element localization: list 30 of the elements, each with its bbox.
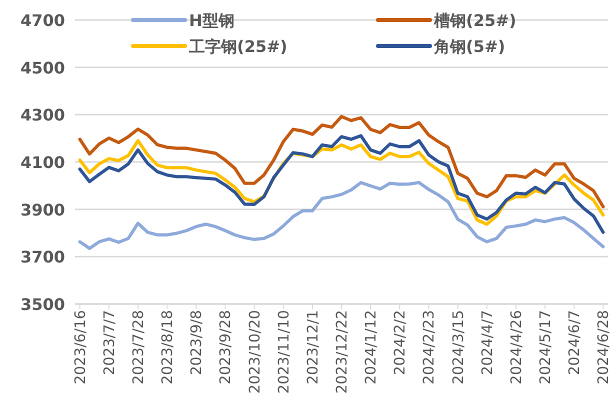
legend-label: 角钢(5#) (433, 37, 506, 56)
x-tick-label: 2023/8/18 (160, 310, 176, 384)
y-tick-label: 3700 (20, 248, 65, 267)
x-tick-label: 2024/6/7 (567, 310, 584, 376)
x-tick-label: 2023/7/28 (130, 310, 147, 384)
x-tick-label: 2023/12/22 (334, 310, 350, 394)
x-tick-label: 2024/4/26 (508, 310, 525, 384)
y-tick-label: 4100 (20, 153, 65, 172)
y-tick-label: 3500 (20, 295, 65, 314)
y-tick-label: 3900 (20, 200, 65, 220)
x-tick-label: 2023/10/20 (247, 310, 264, 394)
y-tick-label: 4700 (20, 11, 65, 30)
x-tick-label: 2023/9/8 (189, 310, 206, 376)
x-tick-label: 2024/2/2 (392, 310, 409, 376)
legend-label: 槽钢(25#) (433, 11, 516, 30)
x-tick-label: 2023/12/1 (305, 310, 322, 384)
x-tick-label: 2024/4/7 (480, 310, 496, 376)
x-tick-label: 2023/7/7 (102, 310, 118, 376)
x-tick-label: 2024/6/28 (596, 310, 612, 384)
x-tick-label: 2024/3/15 (450, 310, 467, 384)
x-tick-label: 2023/9/28 (218, 310, 234, 384)
legend-label: 工字钢(25#) (188, 37, 288, 56)
x-tick-label: 2023/11/10 (276, 310, 292, 394)
y-tick-label: 4300 (20, 106, 65, 125)
x-tick-label: 2024/2/23 (422, 310, 438, 384)
y-tick-label: 4500 (20, 58, 65, 78)
legend-label: H型钢 (189, 11, 234, 30)
x-tick-label: 2024/1/12 (364, 310, 380, 384)
x-tick-label: 2023/6/16 (72, 310, 89, 384)
x-tick-label: 2024/5/17 (538, 310, 554, 384)
